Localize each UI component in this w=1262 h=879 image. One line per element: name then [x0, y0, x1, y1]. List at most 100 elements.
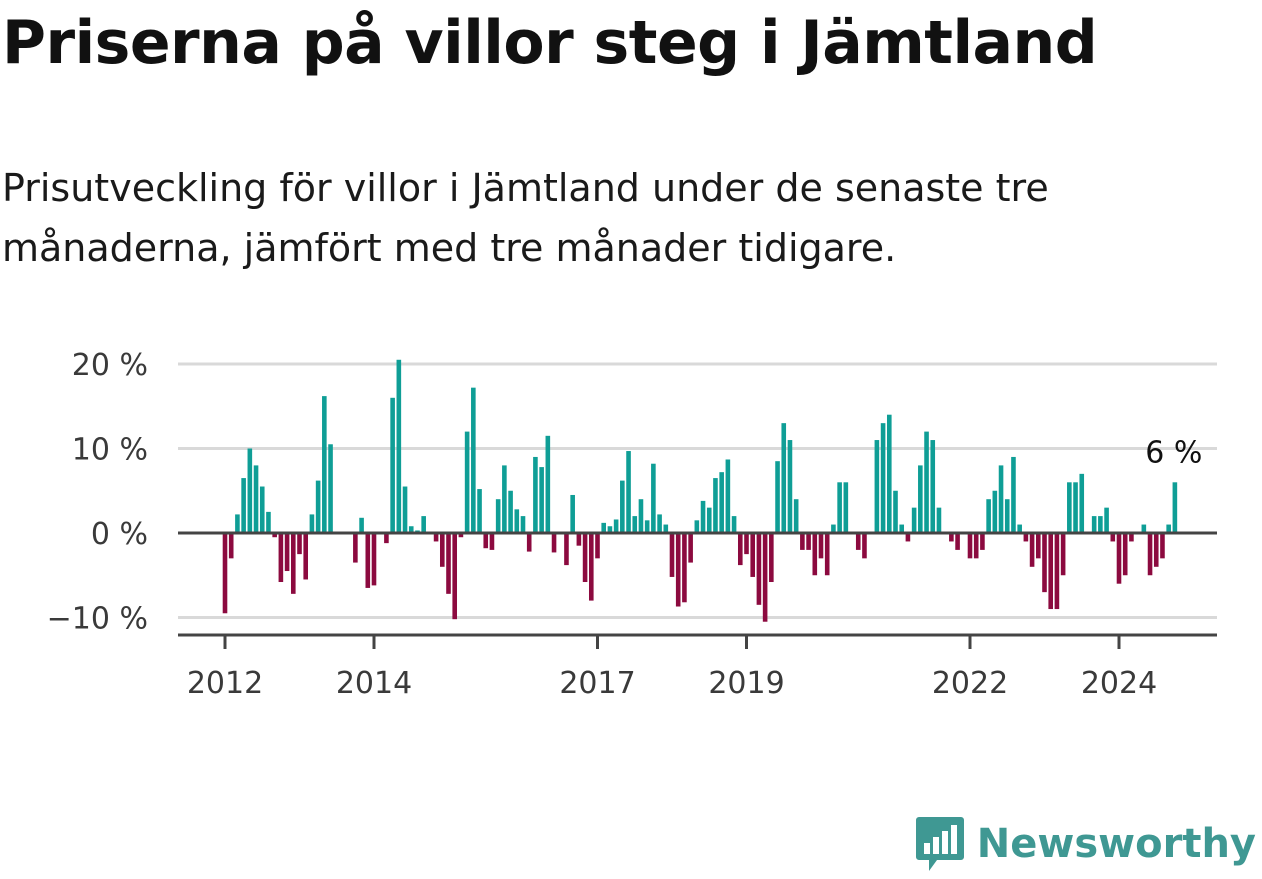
bar [924, 431, 929, 533]
bar [1122, 533, 1128, 576]
bar [682, 533, 687, 603]
bar [452, 533, 458, 620]
bar [570, 494, 575, 533]
bar [626, 451, 631, 533]
newsworthy-logo: Newsworthy [915, 815, 1256, 873]
bar [936, 507, 942, 533]
bar [1042, 533, 1047, 593]
bar [266, 511, 271, 533]
bar [247, 448, 253, 533]
bar [1098, 516, 1103, 533]
bar [446, 533, 451, 594]
bar [632, 516, 638, 533]
bar [1029, 533, 1035, 567]
bar [787, 440, 793, 533]
y-axis-tick-labels: −10 % 0 % 10 % 20 % [47, 348, 148, 637]
y-tick-label: 0 % [91, 517, 148, 552]
bar [458, 533, 464, 538]
bar [1054, 533, 1060, 610]
bar [328, 444, 333, 533]
bar [744, 533, 749, 555]
bar [228, 533, 234, 559]
bar [365, 533, 371, 588]
bar [837, 482, 842, 533]
bar [719, 472, 724, 533]
bar [737, 533, 743, 566]
bar [651, 463, 656, 533]
bar [576, 533, 582, 546]
bar [843, 482, 849, 533]
bar [1129, 533, 1134, 542]
x-tick-label: 2022 [932, 666, 1008, 701]
bar [800, 533, 805, 550]
bar [353, 533, 358, 563]
bar [1079, 473, 1085, 533]
bar [1166, 524, 1171, 533]
bar [992, 490, 998, 533]
bar [1004, 499, 1010, 533]
bar [657, 514, 662, 533]
axes [178, 531, 1217, 649]
bar [750, 533, 756, 577]
bar [259, 486, 265, 533]
bar [781, 423, 787, 533]
bar [533, 456, 538, 533]
bar [520, 516, 526, 533]
bar [601, 522, 607, 533]
chart-subtitle: Prisutveckling för villor i Jämtland und… [2, 166, 1049, 270]
bar [1048, 533, 1054, 610]
bar [694, 520, 700, 533]
bar [371, 533, 377, 586]
bar [1060, 533, 1066, 576]
bar [980, 533, 985, 550]
bar [402, 486, 408, 533]
bar [390, 397, 395, 533]
bar [818, 533, 824, 559]
bar [824, 533, 830, 576]
bar [588, 533, 594, 601]
bar [638, 499, 644, 533]
bar [806, 533, 811, 550]
bar [359, 517, 364, 533]
bar [1035, 533, 1041, 559]
x-tick-label: 2017 [559, 666, 635, 701]
chart-title: Priserna på villor steg i Jämtland [2, 8, 1098, 78]
bar [812, 533, 818, 576]
bar [911, 507, 917, 533]
bar [793, 499, 799, 533]
bar [477, 489, 482, 533]
bar [775, 461, 780, 533]
bar [408, 526, 414, 533]
bar [949, 533, 954, 542]
bar [1017, 524, 1022, 533]
bar [582, 533, 588, 583]
bar-chart: −10 % 0 % 10 % 20 % 2012 2014 2017 2019 2022 202… [47, 348, 1217, 701]
bar [502, 465, 507, 533]
bar [595, 533, 600, 559]
bars [222, 359, 1178, 622]
bar [253, 465, 259, 533]
bar [663, 524, 669, 533]
bar [396, 359, 402, 533]
x-tick-label: 2024 [1081, 666, 1157, 701]
bar [241, 478, 246, 533]
x-axis-tick-labels: 2012 2014 2017 2019 2022 2024 [187, 666, 1157, 701]
x-tick-label: 2014 [336, 666, 412, 701]
y-tick-label: 20 % [72, 348, 148, 383]
bar [303, 533, 309, 580]
bar [930, 440, 936, 533]
bar [1073, 482, 1078, 533]
bar [756, 533, 762, 605]
bar [272, 533, 277, 538]
bar [508, 490, 513, 533]
bar [862, 533, 867, 559]
bar [874, 440, 880, 533]
bar [222, 533, 228, 614]
bar [526, 533, 532, 552]
y-tick-label: −10 % [47, 602, 148, 637]
bar [613, 519, 619, 533]
bar [831, 524, 836, 533]
bar [700, 500, 706, 533]
y-tick-label: 10 % [72, 433, 148, 468]
bar [675, 533, 681, 607]
